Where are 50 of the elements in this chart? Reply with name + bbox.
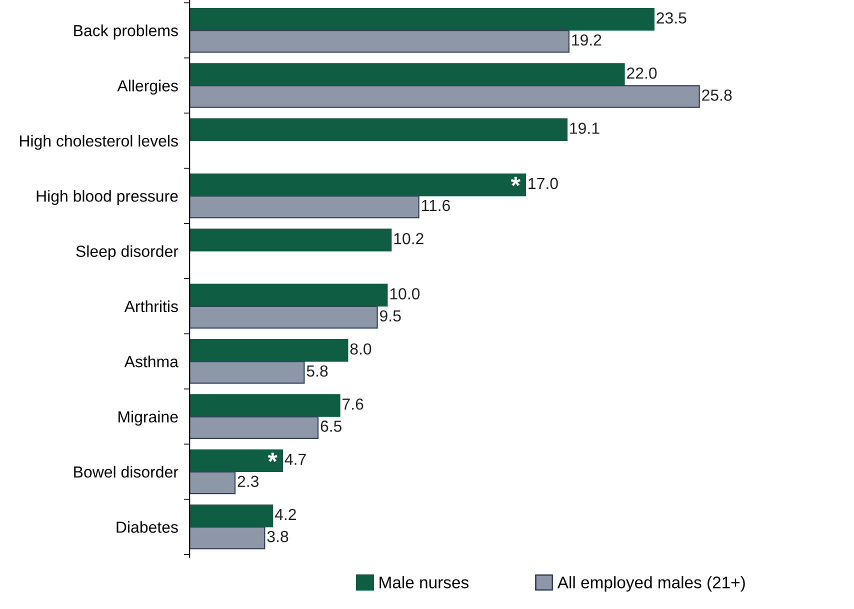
y-tick-label: High blood pressure [36,190,178,205]
bar [190,338,348,362]
bar [190,504,274,528]
bar [190,284,388,307]
bar [190,449,284,472]
bar [190,394,340,417]
data-label: 19.1 [570,122,600,134]
bar [190,306,378,329]
data-label: 8.0 [350,343,372,355]
bar [190,85,700,108]
data-label: 10.0 [390,288,420,300]
y-tick-label: High cholesterol levels [20,134,178,150]
data-label: 9.5 [380,310,401,322]
y-tick-label: Allergies [117,80,178,95]
data-label: 10.2 [394,232,424,244]
y-tick-label: Diabetes [116,521,178,533]
bar [190,173,526,196]
bar [190,63,625,86]
y-tick-label: Bowel disorder [74,466,178,478]
data-label: 19.2 [572,34,602,46]
y-tick-label: Sleep disorder [76,245,178,260]
data-label: 7.6 [342,398,364,410]
legend-label: Male nurses [380,576,468,588]
y-tick-label: Back problems [74,24,178,40]
data-label: 4.2 [274,508,296,520]
bar [190,30,570,53]
bar [190,361,305,384]
y-tick-label: Asthma [124,356,178,368]
data-label: 2.3 [238,476,259,488]
bar [190,118,568,142]
data-label: 5.8 [306,365,328,377]
bar [190,416,319,439]
data-label: 3.8 [267,530,288,542]
annotation: * [510,176,520,186]
bar [190,228,392,252]
legend-label: All employed males (21+) [557,576,745,592]
y-tick-label: Migraine [118,410,178,426]
data-label: 4.7 [284,454,306,465]
bar [190,196,420,218]
bar [190,471,236,494]
bar [190,526,266,550]
y-tick-label: Arthritis [124,300,178,312]
data-label: 25.8 [702,90,732,101]
bar [190,8,654,31]
data-label: 23.5 [656,12,686,24]
data-label: 17.0 [528,178,558,190]
data-label: 11.6 [422,200,450,212]
data-label: 22.0 [627,67,657,79]
annotation: * [268,452,278,462]
data-label: 6.5 [320,420,342,432]
